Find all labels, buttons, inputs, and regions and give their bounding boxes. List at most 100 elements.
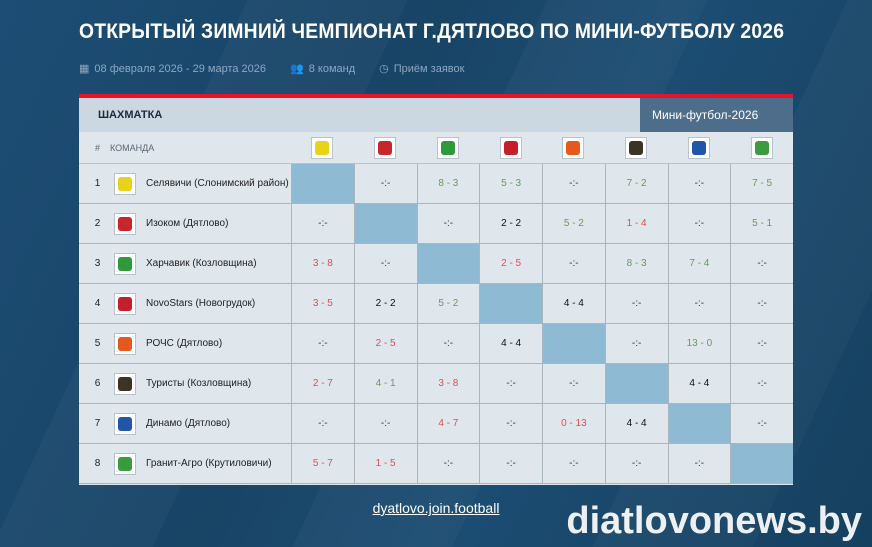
team-cell[interactable]: Харчавик (Козловщина) — [110, 244, 291, 283]
score-cell[interactable]: -:- — [730, 324, 793, 363]
column-team-logo[interactable] — [730, 136, 793, 159]
score-cell[interactable]: 4 - 1 — [353, 364, 417, 403]
column-team-logo[interactable] — [668, 136, 731, 159]
column-header-row: # КОМАНДА — [79, 132, 793, 164]
score-cell[interactable]: 5 - 3 — [479, 164, 542, 203]
score-cell[interactable]: 5 - 2 — [416, 284, 480, 323]
users-icon: 👥 — [290, 63, 304, 75]
tournament-meta: ▦ 08 февраля 2026 - 29 марта 2026 👥 8 кома… — [79, 62, 464, 75]
score-cell[interactable]: -:- — [604, 284, 668, 323]
team-name: NovoStars (Новогрудок) — [146, 298, 256, 309]
score-cell[interactable]: -:- — [291, 404, 354, 443]
teams-count-text: 8 команд — [308, 63, 356, 75]
score-cell[interactable]: 2 - 5 — [353, 324, 417, 363]
team-logo-icon — [114, 292, 136, 315]
panel-header: ШАХМАТКА Мини-футбол-2026 — [79, 98, 793, 132]
column-team-logo[interactable] — [605, 136, 668, 159]
score-cell[interactable]: -:- — [730, 364, 793, 403]
team-cell[interactable]: Динамо (Дятлово) — [110, 404, 291, 443]
score-cell[interactable]: 3 - 8 — [416, 364, 480, 403]
score-cell[interactable]: -:- — [542, 444, 605, 483]
score-cell[interactable]: -:- — [353, 404, 417, 443]
score-cell[interactable]: -:- — [730, 404, 793, 443]
score-cell[interactable]: -:- — [667, 284, 731, 323]
team-cell[interactable]: NovoStars (Новогрудок) — [110, 284, 291, 323]
team-position: 7 — [94, 418, 101, 429]
score-cell[interactable]: 4 - 4 — [479, 324, 542, 363]
score-cell[interactable]: -:- — [291, 324, 354, 363]
team-logo-icon — [499, 136, 522, 159]
score-cell[interactable]: -:- — [604, 324, 668, 363]
score-cell[interactable]: -:- — [416, 444, 480, 483]
score-cell[interactable]: -:- — [416, 204, 480, 243]
diagonal-cell — [667, 404, 731, 443]
score-cell[interactable]: -:- — [353, 244, 417, 283]
score-cell[interactable]: 7 - 2 — [604, 164, 668, 203]
score-cell[interactable]: -:- — [479, 404, 542, 443]
score-cell[interactable]: -:- — [667, 444, 731, 483]
team-cell[interactable]: Туристы (Козловщина) — [110, 364, 291, 403]
score-cell[interactable]: 5 - 2 — [542, 204, 605, 243]
column-team-logo[interactable] — [417, 136, 480, 159]
score-cell[interactable]: 2 - 2 — [353, 284, 417, 323]
score-cell[interactable]: 3 - 5 — [291, 284, 354, 323]
score-cell[interactable]: -:- — [667, 204, 731, 243]
score-cell[interactable]: -:- — [542, 244, 605, 283]
score-cell[interactable]: 3 - 8 — [291, 244, 354, 283]
score-cell[interactable]: -:- — [542, 164, 605, 203]
score-cell[interactable]: 13 - 0 — [667, 324, 731, 363]
score-cell[interactable]: -:- — [604, 444, 668, 483]
league-tab[interactable]: Мини-футбол-2026 — [640, 98, 793, 132]
column-team-logo[interactable] — [291, 136, 354, 159]
score-cell[interactable]: 5 - 1 — [730, 204, 793, 243]
score-cell[interactable]: 2 - 5 — [479, 244, 542, 283]
team-name: РОЧС (Дятлово) — [146, 338, 223, 349]
score-cell[interactable]: 7 - 4 — [667, 244, 731, 283]
column-team-logo[interactable] — [354, 136, 417, 159]
score-cell[interactable]: 4 - 7 — [416, 404, 480, 443]
table-row: 3 Харчавик (Козловщина) 3 - 8 -:- 2 - 5 -:- 8… — [79, 244, 793, 284]
dates: ▦ 08 февраля 2026 - 29 марта 2026 — [79, 62, 266, 75]
team-cell[interactable]: РОЧС (Дятлово) — [110, 324, 291, 363]
score-cell[interactable]: 1 - 4 — [604, 204, 668, 243]
score-cell[interactable]: -:- — [353, 164, 417, 203]
column-team-logo[interactable] — [479, 136, 542, 159]
team-cell[interactable]: Селявичи (Слонимский район) — [110, 164, 291, 203]
score-cell[interactable]: 7 - 5 — [730, 164, 793, 203]
score-cell[interactable]: -:- — [542, 364, 605, 403]
team-name: Селявичи (Слонимский район) — [146, 178, 289, 189]
score-cell[interactable]: 4 - 4 — [604, 404, 668, 443]
score-cell[interactable]: -:- — [416, 324, 480, 363]
column-team-logo[interactable] — [542, 136, 605, 159]
score-cell[interactable]: -:- — [479, 444, 542, 483]
diagonal-cell — [291, 164, 354, 203]
status-text: Приём заявок — [393, 63, 465, 75]
page-title: ОТКРЫТЫЙ ЗИМНИЙ ЧЕМПИОНАТ Г.ДЯТЛОВО ПО М… — [79, 20, 785, 43]
score-cell[interactable]: -:- — [667, 164, 731, 203]
score-cell[interactable]: 5 - 7 — [291, 444, 354, 483]
score-cell[interactable]: 8 - 3 — [416, 164, 480, 203]
team-position: 1 — [94, 178, 101, 189]
table-row: 5 РОЧС (Дятлово) -:- 2 - 5 -:- 4 - 4 -:- 13 - … — [79, 324, 793, 364]
team-position: 4 — [94, 298, 101, 309]
score-cell[interactable]: -:- — [291, 204, 354, 243]
score-cell[interactable]: 0 - 13 — [542, 404, 605, 443]
score-cell[interactable]: -:- — [730, 284, 793, 323]
footer-link[interactable]: dyatlovo.join.football — [372, 500, 500, 516]
score-cell[interactable]: -:- — [730, 244, 793, 283]
score-cell[interactable]: 4 - 4 — [667, 364, 731, 403]
team-logo-icon — [114, 452, 136, 475]
score-cell[interactable]: 2 - 7 — [291, 364, 354, 403]
clock-icon: ◷ — [379, 63, 389, 75]
score-cell[interactable]: 4 - 4 — [542, 284, 605, 323]
team-cell[interactable]: Гранит-Агро (Крутиловичи) — [110, 444, 291, 483]
team-name: Туристы (Козловщина) — [146, 378, 252, 389]
score-cell[interactable]: 2 - 2 — [479, 204, 542, 243]
score-cell[interactable]: -:- — [479, 364, 542, 403]
team-cell[interactable]: Изоком (Дятлово) — [110, 204, 291, 243]
team-logo-icon — [625, 136, 648, 159]
team-logo-icon — [114, 172, 136, 195]
score-cell[interactable]: 1 - 5 — [353, 444, 417, 483]
score-cell[interactable]: 8 - 3 — [604, 244, 668, 283]
